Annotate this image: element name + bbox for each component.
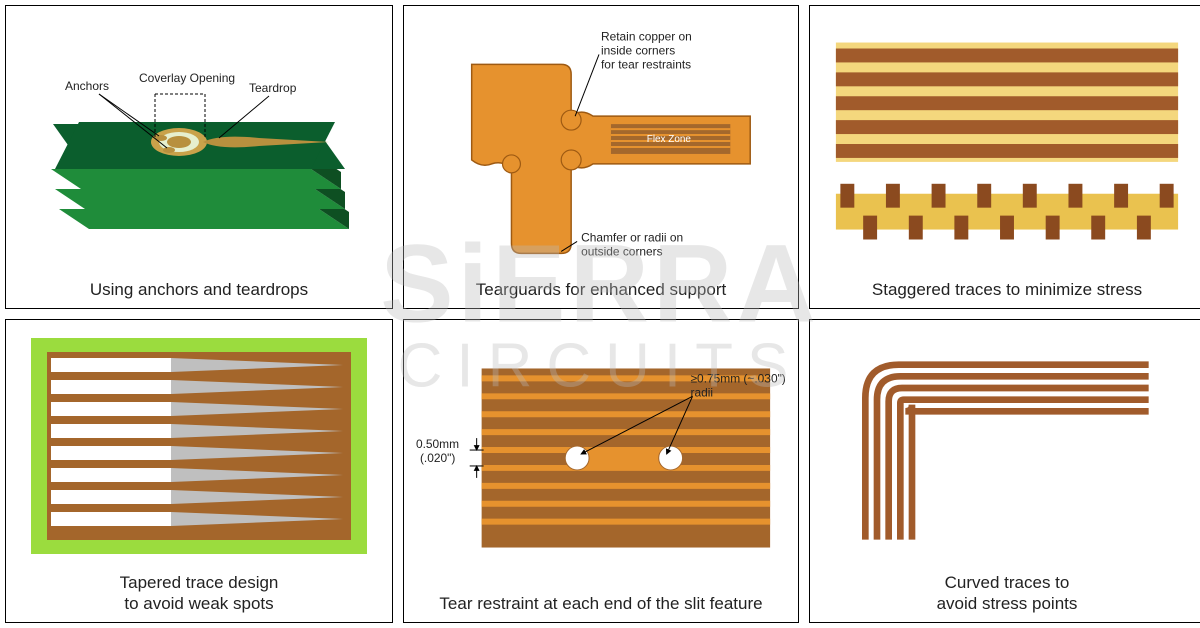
label-radii-2: radii (691, 386, 714, 400)
diagram-anchors: Anchors Coverlay Opening Teardrop (14, 14, 384, 275)
panel-tearguards: Flex Zone Retain copper on inside corner… (403, 5, 799, 309)
label-chamfer-2: outside corners (581, 245, 663, 259)
panel-grid: Anchors Coverlay Opening Teardrop Using … (0, 0, 1200, 628)
label-retain-2: inside corners (601, 44, 675, 58)
caption-6: Curved traces to avoid stress points (933, 568, 1082, 619)
label-radii-1: ≥0.75mm (~.030") (691, 372, 786, 386)
caption-5: Tear restraint at each end of the slit f… (435, 589, 766, 618)
diagram-staggered (818, 14, 1196, 275)
panel-slit: 0.50mm (.020") ≥0.75mm (~.030") radii Te… (403, 319, 799, 623)
panel-tapered: Tapered trace design to avoid weak spots (5, 319, 393, 623)
label-flex-zone: Flex Zone (647, 134, 692, 145)
label-gap-2: (.020") (420, 451, 455, 465)
label-retain-1: Retain copper on (601, 30, 692, 44)
panel-anchors-teardrops: Anchors Coverlay Opening Teardrop Using … (5, 5, 393, 309)
caption-3: Staggered traces to minimize stress (868, 275, 1146, 304)
label-anchors: Anchors (65, 79, 109, 93)
diagram-slit: 0.50mm (.020") ≥0.75mm (~.030") radii (412, 328, 790, 589)
label-teardrop: Teardrop (249, 81, 297, 95)
caption-4: Tapered trace design to avoid weak spots (116, 568, 283, 619)
diagram-curved (818, 328, 1196, 568)
label-chamfer-1: Chamfer or radii on (581, 231, 683, 245)
panel-staggered: Staggered traces to minimize stress (809, 5, 1200, 309)
diagram-tearguards: Flex Zone Retain copper on inside corner… (412, 14, 790, 275)
caption-1: Using anchors and teardrops (86, 275, 312, 304)
caption-2: Tearguards for enhanced support (472, 275, 730, 304)
panel-curved: Curved traces to avoid stress points (809, 319, 1200, 623)
diagram-tapered (14, 328, 384, 568)
label-coverlay: Coverlay Opening (139, 71, 235, 85)
label-gap-1: 0.50mm (416, 437, 459, 451)
label-retain-3: for tear restraints (601, 58, 691, 72)
